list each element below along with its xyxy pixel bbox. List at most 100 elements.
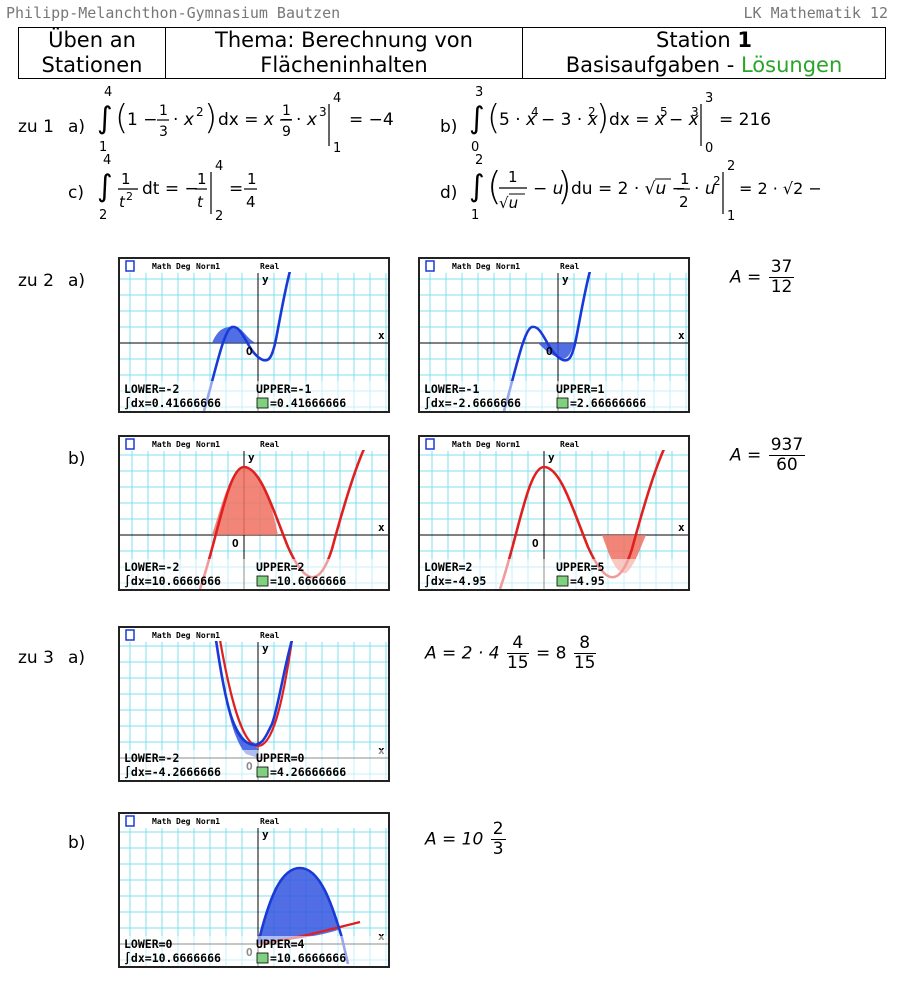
svg-text:t: t bbox=[119, 193, 126, 211]
svg-text:4: 4 bbox=[246, 193, 256, 211]
svg-text:∫: ∫ bbox=[469, 101, 485, 136]
area-value: =10.6666666 bbox=[270, 951, 346, 965]
svg-text:(: ( bbox=[487, 164, 502, 208]
integral-value: ∫dx=-4.2666666 bbox=[124, 765, 221, 779]
formula-1b: ∫ 3 0 ( 5 · x4 − 3 · x2 ) dx = x5 − x3 3… bbox=[469, 85, 771, 156]
svg-text:4: 4 bbox=[333, 91, 341, 106]
svg-text:1: 1 bbox=[121, 170, 131, 188]
status-math: Math bbox=[152, 262, 171, 271]
svg-text:· x: · x bbox=[296, 110, 318, 130]
answer-2b-lhs: A = bbox=[730, 445, 762, 466]
station-number: 1 bbox=[737, 28, 752, 52]
title-cell-2: Thema: Berechnung von Flächeninhalten bbox=[165, 27, 523, 79]
svg-text:5 · x: 5 · x bbox=[499, 110, 537, 130]
lower-bound: LOWER=-2 bbox=[124, 560, 179, 574]
svg-text:9: 9 bbox=[282, 124, 291, 140]
area-icon bbox=[256, 397, 269, 409]
integral-value: ∫dx=0.41666666 bbox=[124, 396, 221, 410]
answer-3a-num1: 4 bbox=[506, 634, 529, 654]
upper-bound: UPPER=5 bbox=[556, 560, 605, 574]
status-deg: Deg bbox=[176, 631, 191, 640]
answer-3a-mid: = 8 bbox=[535, 643, 567, 664]
label-1a: a) bbox=[68, 117, 86, 137]
title-cell-1-line1: Üben an bbox=[48, 28, 136, 52]
formula-1b-result: = 216 bbox=[719, 110, 771, 130]
origin-label: O bbox=[532, 537, 539, 550]
formula-1b-upper: 3 bbox=[475, 85, 483, 100]
svg-text:5: 5 bbox=[660, 105, 668, 119]
area-value: =4.95 bbox=[570, 574, 605, 588]
lower-bound: LOWER=2 bbox=[424, 560, 472, 574]
area-icon bbox=[256, 952, 269, 964]
svg-text:4: 4 bbox=[531, 105, 539, 119]
upper-bound: UPPER=2 bbox=[256, 560, 304, 574]
answer-2a-lhs: A = bbox=[730, 267, 762, 288]
integral-value: ∫dx=-4.95 bbox=[424, 574, 486, 588]
svg-text:dx = x: dx = x bbox=[609, 110, 666, 130]
formula-1c-lower: 2 bbox=[99, 208, 107, 223]
status-real: Real bbox=[560, 262, 579, 271]
answer-3a: A = 2 · 4 4 15 = 8 8 15 bbox=[425, 634, 598, 673]
answer-2a-den: 12 bbox=[770, 277, 793, 297]
formula-1a-upper: 4 bbox=[104, 85, 112, 100]
status-real: Real bbox=[260, 817, 279, 826]
status-real: Real bbox=[560, 440, 579, 449]
calculator-screen-2a-right: Math Deg Norm1 Real y x O LOWER=-1 UPPER=1 ∫dx=-2… bbox=[418, 257, 690, 413]
label-3a: a) bbox=[68, 648, 86, 668]
calculator-screen-3b: MathDegNorm1RealyxOLOWER=0UPPER=4∫dx=10.… bbox=[118, 812, 390, 968]
answer-2a-num: 37 bbox=[768, 257, 795, 278]
axis-y-label: y bbox=[262, 642, 269, 655]
svg-text:1: 1 bbox=[247, 170, 257, 188]
svg-text:t: t bbox=[197, 193, 204, 211]
status-math: Math bbox=[152, 817, 171, 826]
svg-text:2: 2 bbox=[713, 174, 721, 188]
upper-bound: UPPER=0 bbox=[256, 751, 305, 765]
status-deg: Deg bbox=[176, 262, 191, 271]
svg-text:(: ( bbox=[115, 98, 128, 138]
axis-y-label: y bbox=[262, 828, 269, 841]
svg-text:1: 1 bbox=[197, 170, 207, 188]
status-deg: Deg bbox=[176, 440, 191, 449]
title-cell-3-line2: Basisaufgaben - Lösungen bbox=[523, 53, 885, 78]
integral-value: ∫dx=10.6666666 bbox=[124, 951, 221, 965]
svg-text:∫: ∫ bbox=[97, 169, 113, 204]
axis-y-label: y bbox=[548, 451, 555, 464]
svg-text:1: 1 bbox=[333, 141, 341, 156]
label-zu2: zu 2 bbox=[18, 271, 54, 291]
lower-bound: LOWER=-1 bbox=[424, 382, 479, 396]
status-norm: Norm1 bbox=[496, 440, 520, 449]
area-value: =0.41666666 bbox=[270, 396, 346, 410]
area-icon bbox=[556, 397, 569, 409]
svg-text:∫: ∫ bbox=[469, 169, 485, 204]
label-1d: d) bbox=[440, 183, 458, 203]
lower-bound: LOWER=-2 bbox=[124, 382, 179, 396]
svg-text:du = 2 · √u −: du = 2 · √u − bbox=[571, 179, 686, 199]
svg-text:2: 2 bbox=[588, 105, 596, 119]
svg-text:0: 0 bbox=[705, 141, 713, 156]
answer-3b-num: 2 bbox=[490, 819, 506, 840]
title-cell-3: Station 1 Basisaufgaben - Lösungen bbox=[522, 27, 886, 79]
status-math: Math bbox=[152, 631, 171, 640]
area-icon bbox=[256, 575, 269, 587]
svg-text:): ) bbox=[204, 98, 217, 138]
title-cell-1-line2: Stationen bbox=[41, 53, 143, 77]
integral-value: ∫dx=-2.6666666 bbox=[424, 396, 521, 410]
svg-text:2: 2 bbox=[679, 193, 689, 211]
school-name: Philipp-Melanchthon-Gymnasium Bautzen bbox=[6, 4, 341, 22]
calculator-graph: Math Deg Norm1 Real y x O LOWER=-2 UPPER=-1 ∫dx=0… bbox=[120, 259, 388, 411]
status-norm: Norm1 bbox=[196, 631, 220, 640]
svg-text:2: 2 bbox=[215, 209, 223, 224]
svg-text:√u: √u bbox=[499, 194, 518, 212]
svg-text:=: = bbox=[229, 179, 243, 199]
svg-text:3: 3 bbox=[691, 105, 699, 119]
answer-3a-den2: 15 bbox=[573, 653, 596, 673]
answer-2b-den: 60 bbox=[776, 455, 798, 475]
label-1c: c) bbox=[68, 183, 84, 203]
svg-text:1: 1 bbox=[508, 168, 518, 186]
station-prefix: Station bbox=[656, 28, 738, 52]
svg-text:2: 2 bbox=[727, 159, 735, 174]
status-real: Real bbox=[260, 631, 279, 640]
title-cell-3-line1: Station 1 bbox=[523, 28, 885, 53]
svg-text:dx = x −: dx = x − bbox=[218, 110, 294, 130]
